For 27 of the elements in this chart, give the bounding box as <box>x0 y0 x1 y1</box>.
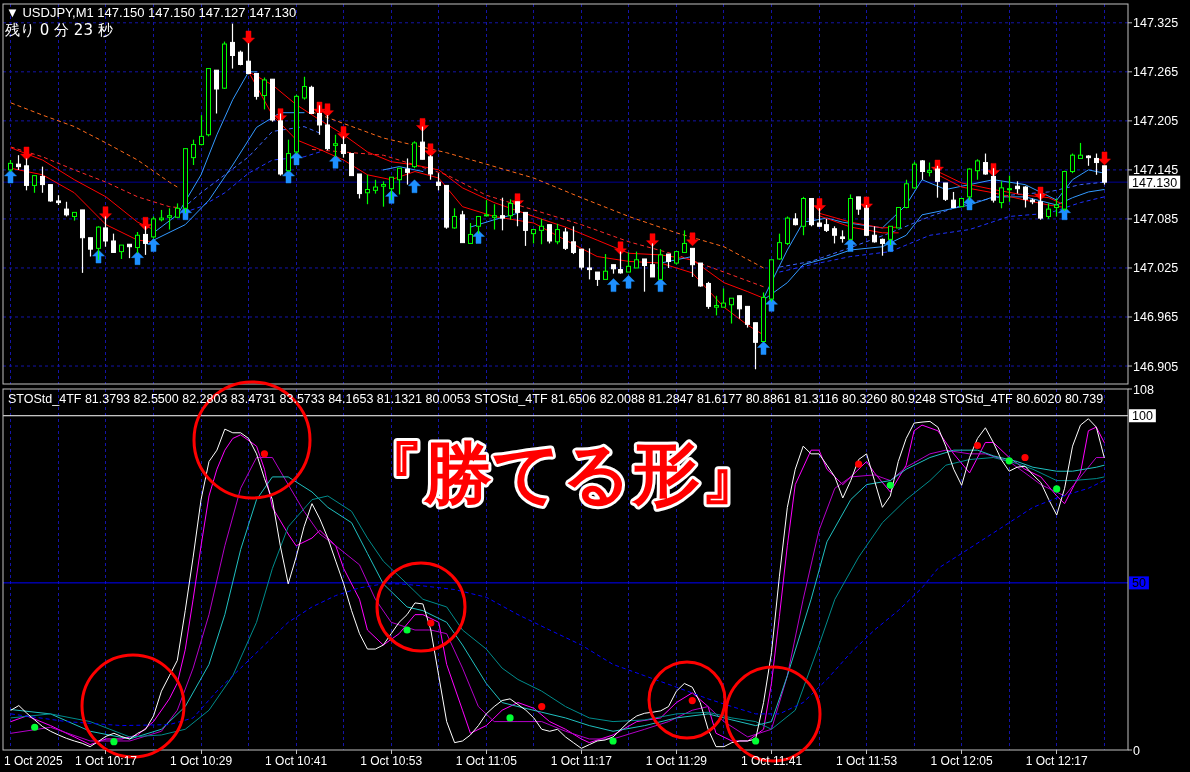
y-tick-label: 146.905 <box>1133 359 1179 374</box>
ref-line-label: 100 <box>1132 409 1153 424</box>
x-tick-label: 1 Oct 11:17 <box>550 754 613 768</box>
text: 1 Oct 2025 <box>4 754 64 768</box>
y-tick-label: 147.205 <box>1133 114 1179 129</box>
x-tick-label: 1 Oct 11:53 <box>835 754 898 768</box>
ref-line-label: 50 <box>1132 576 1146 591</box>
chart-title: ▼ USDJPY,M1 147.150 147.150 147.127 147.130 <box>6 5 297 20</box>
x-tick-label: 1 Oct 12:17 <box>1025 754 1089 768</box>
y-tick-label: 0 <box>1133 743 1140 758</box>
x-tick-label: 1 Oct 11:05 <box>455 754 518 768</box>
x-tick-label: 1 Oct 10:29 <box>170 754 233 768</box>
y-tick-label: 147.145 <box>1133 163 1179 178</box>
x-tick-label: 1 Oct 10:53 <box>360 754 423 768</box>
y-tick-label: 147.325 <box>1133 16 1179 31</box>
ref-line-label: 147.130 <box>1132 175 1178 190</box>
x-tick-label: 1 Oct 10:17 <box>74 754 138 768</box>
text: 残り 0 分 23 秒 <box>5 21 113 39</box>
x-tick-label: 1 Oct 10:41 <box>265 754 328 768</box>
y-tick-label: 147.025 <box>1133 261 1179 276</box>
annotation: 『勝てる形』 <box>356 434 768 513</box>
y-tick-label: 147.265 <box>1133 65 1179 80</box>
y-tick-label: 147.085 <box>1133 212 1179 227</box>
y-tick-label: 108 <box>1133 382 1154 397</box>
x-tick-label: 1 Oct 11:29 <box>645 754 708 768</box>
y-tick-label: 146.965 <box>1133 310 1179 325</box>
x-tick-label: 1 Oct 12:05 <box>930 754 993 768</box>
